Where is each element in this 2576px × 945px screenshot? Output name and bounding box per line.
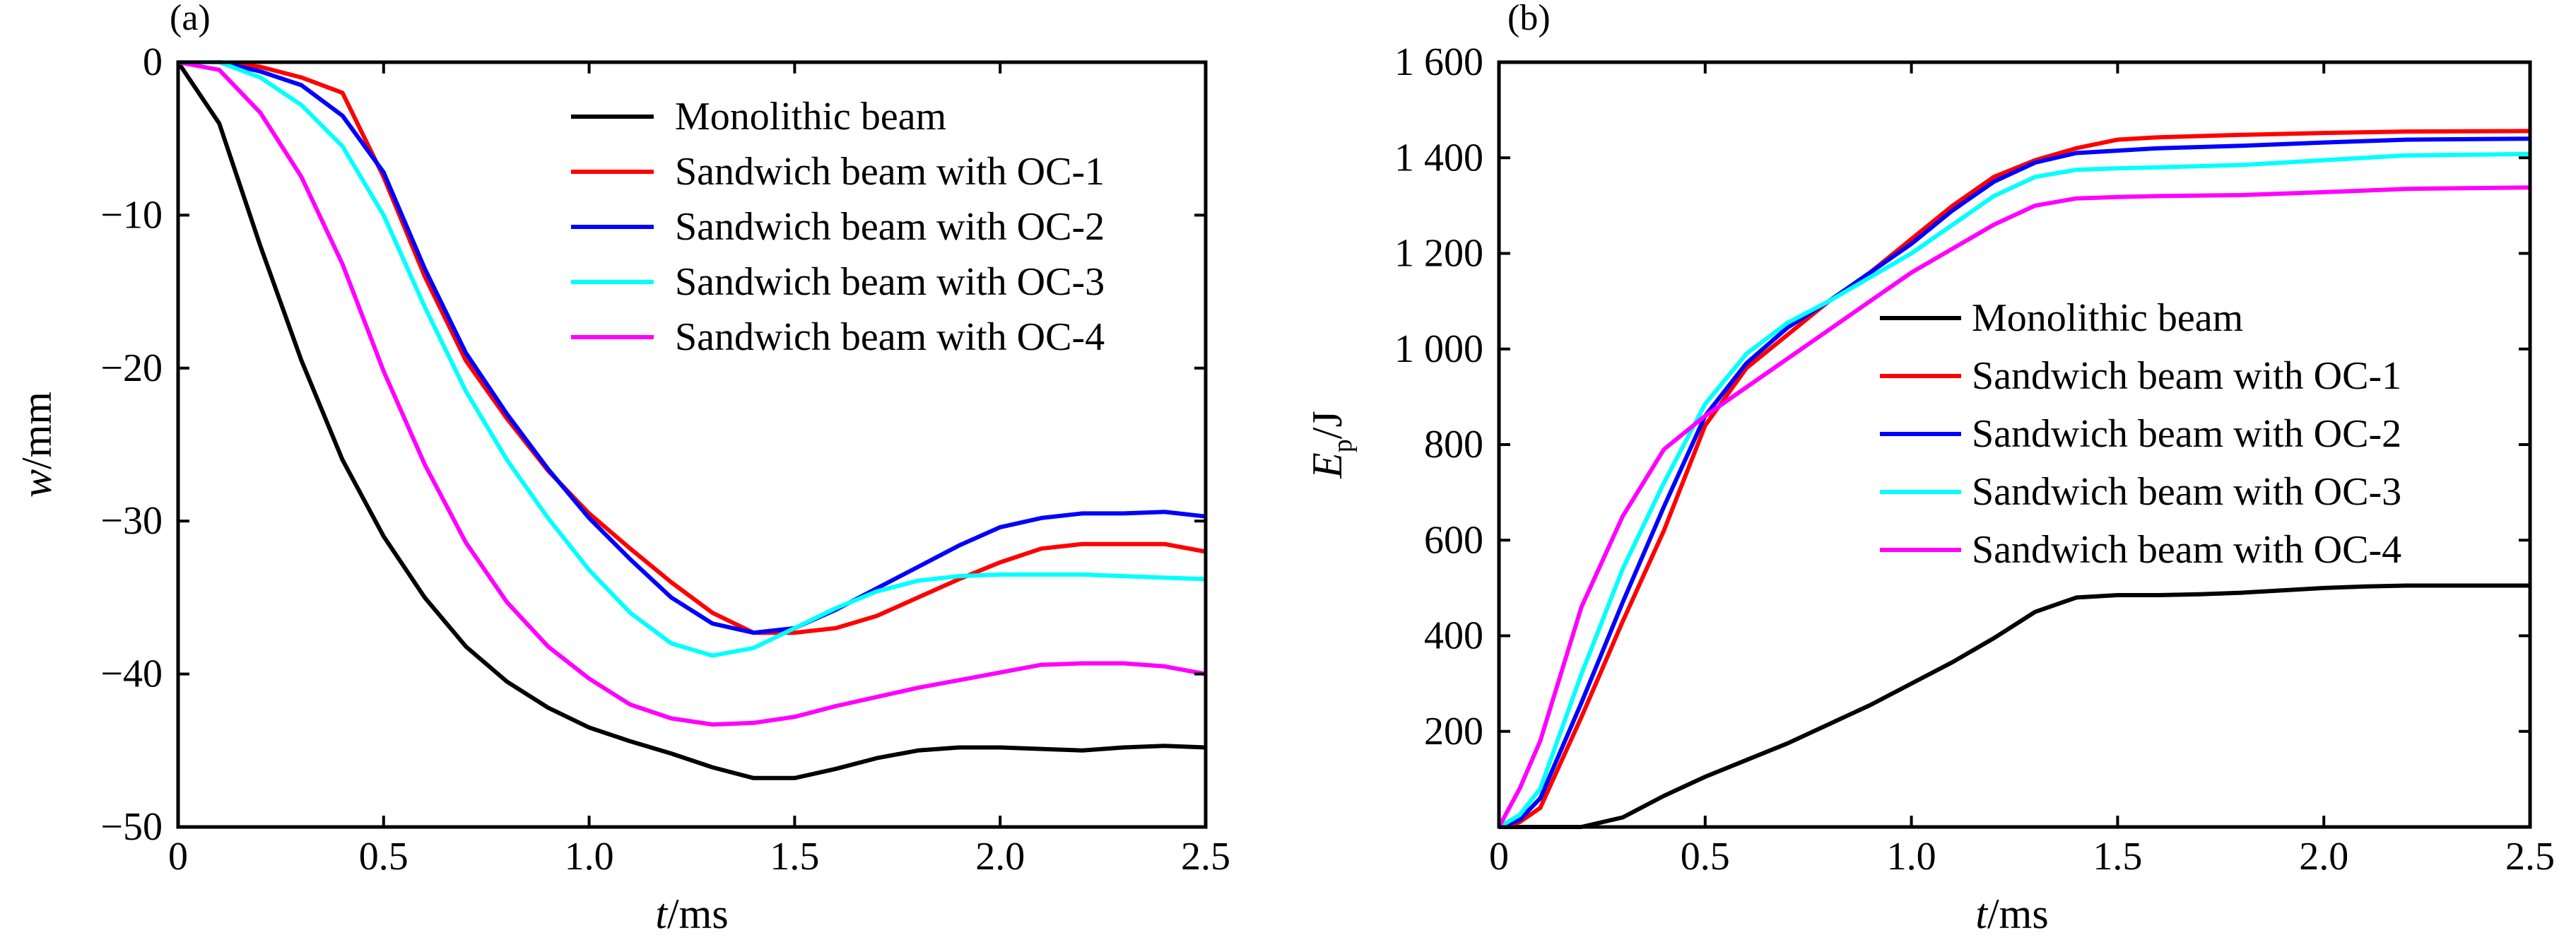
legend-label-2: Sandwich beam with OC-2 [675,205,1105,249]
y-tick-label: 800 [1424,423,1483,466]
y-axis-sub: p [1328,439,1358,452]
legend-label-4: Sandwich beam with OC-4 [675,315,1105,359]
legend-label-0: Monolithic beam [1972,296,2243,340]
y-axis-unit: /J [1304,411,1351,439]
y-axis-title: Ep/J [1304,411,1358,479]
y-tick-label: −30 [100,499,163,543]
x-axis-title: t/ms [1975,891,2048,937]
series-line-2 [1498,136,2531,829]
x-axis-unit: /ms [667,891,729,937]
y-tick-label: 1 000 [1394,327,1483,371]
x-tick-label: 1.0 [1887,835,1936,879]
legend-label-0: Monolithic beam [675,95,946,139]
legend-label-1: Sandwich beam with OC-1 [1972,354,2401,398]
y-tick-label: 1 200 [1394,232,1483,276]
x-tick-label: 0.5 [359,835,408,879]
y-tick-label: 400 [1424,614,1483,658]
x-axis-var: t [1975,891,1988,937]
series-line-2 [178,60,1206,635]
panel-a: 0 0.5 1.0 1.5 2.0 2.5 0 −10 −20 −30 −40 −50 Monolith… [13,0,1230,937]
x-tick-label: 2.0 [975,835,1025,879]
y-axis-unit: /mm [13,392,60,469]
series-line-0 [1499,583,2530,829]
x-tick-label: 1.0 [565,835,614,879]
legend-label-4: Sandwich beam with OC-4 [1972,528,2401,572]
x-tick-label: 2.5 [1181,835,1230,879]
x-tick-label: 1.5 [2093,835,2142,879]
series-line-1 [178,60,1206,635]
x-tick-label: 1.5 [770,835,819,879]
y-tick-label: −20 [100,346,163,390]
y-tick-label: 1 400 [1394,136,1483,180]
series-line-0 [176,61,1206,780]
x-tick-label: 0.5 [1681,835,1730,879]
series-line-4 [1497,185,2531,828]
legend-label-3: Sandwich beam with OC-3 [675,260,1105,304]
y-tick-label: 600 [1424,518,1483,562]
legend-label-1: Sandwich beam with OC-1 [675,150,1105,194]
y-tick-label: 1 600 [1394,40,1483,84]
x-tick-label: 2.0 [2299,835,2348,879]
panel-label: (a) [170,0,211,38]
plot-frame [176,60,1208,829]
x-tick-label: 0 [168,835,188,879]
series-line-3 [1498,151,2531,829]
x-axis-unit: /ms [1987,891,2049,937]
y-axis-var: E [1304,452,1351,479]
y-axis-title: w/mm [13,392,60,498]
series-line-4 [177,60,1206,727]
series-line-3 [178,60,1206,658]
legend-label-3: Sandwich beam with OC-3 [1972,470,2401,514]
panel-b: 0 0.5 1.0 1.5 2.0 2.5 200 400 600 800 1 000 1 200 1 … [1304,0,2555,937]
x-tick-label: 0 [1489,835,1509,879]
y-tick-label: −40 [100,652,163,696]
x-axis-var: t [655,891,668,937]
x-axis-title: t/ms [655,891,728,937]
x-tick-label: 2.5 [2505,835,2555,879]
y-tick-label: 200 [1424,710,1483,753]
y-tick-label: −50 [100,805,163,849]
y-axis-var: w [13,469,60,498]
y-tick-label: −10 [100,193,163,237]
panel-label: (b) [1507,0,1551,38]
y-tick-label: 0 [143,40,163,84]
legend-label-2: Sandwich beam with OC-2 [1972,412,2401,456]
